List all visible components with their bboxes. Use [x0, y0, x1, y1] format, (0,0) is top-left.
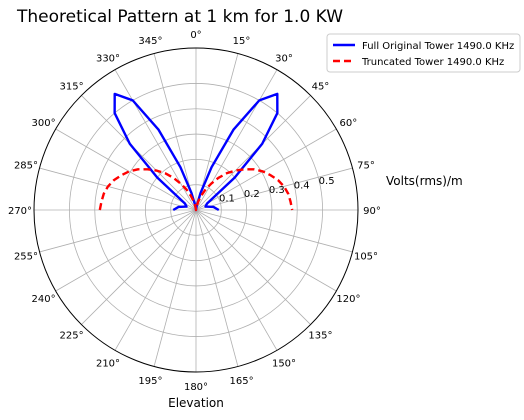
legend: Full Original Tower 1490.0 KHz Truncated…	[326, 33, 521, 73]
theta-tick-label: 315°	[60, 82, 84, 93]
r-tick-label: 0.3	[269, 185, 285, 196]
r-tick-labels: 0.1 0.2 0.3 0.4 0.5	[219, 176, 335, 205]
series-line-truncated-tower	[98, 168, 294, 212]
theta-grid-line	[81, 95, 197, 211]
theta-grid-line	[153, 53, 197, 211]
series-lines	[98, 92, 294, 212]
theta-tick-label: 255°	[14, 252, 38, 263]
theta-tick-label: 60°	[340, 118, 358, 129]
theta-grid-line	[195, 209, 337, 292]
r-tick-label: 0.1	[219, 194, 235, 205]
theta-grid-line	[195, 209, 239, 367]
theta-tick-label: 345°	[138, 36, 162, 47]
y-axis-label: Volts(rms)/m	[386, 174, 463, 188]
theta-tick-label: 15°	[233, 36, 251, 47]
polar-grid	[34, 48, 358, 372]
theta-tick-label: 225°	[60, 330, 84, 341]
theta-grid-line	[195, 209, 278, 351]
polar-frame	[33, 47, 359, 373]
r-grid-circle	[170, 184, 222, 236]
legend-frame	[326, 33, 521, 73]
theta-tick-label: 105°	[354, 252, 378, 263]
theta-grid-line	[195, 209, 353, 253]
theta-tick-labels: 0° 15° 30° 45° 60° 75° 90° 105° 120° 135° 150° 165°…	[8, 30, 381, 393]
r-grid-circle	[119, 133, 273, 287]
theta-grid-line	[195, 167, 353, 211]
theta-tick-label: 195°	[138, 376, 162, 387]
theta-tick-label: 270°	[8, 206, 32, 217]
theta-tick-label: 0°	[190, 30, 201, 41]
r-grid-circle	[69, 83, 323, 337]
theta-tick-label: 90°	[363, 206, 381, 217]
r-grid-circle	[94, 108, 298, 312]
theta-grid-line	[39, 167, 197, 211]
theta-tick-label: 135°	[308, 330, 332, 341]
r-tick-label: 0.5	[319, 176, 335, 187]
theta-tick-label: 120°	[336, 294, 360, 305]
theta-tick-label: 165°	[230, 376, 254, 387]
theta-grid-line	[55, 209, 197, 292]
legend-label-full-tower: Full Original Tower 1490.0 KHz	[362, 41, 514, 52]
theta-grid-line	[195, 95, 311, 211]
theta-tick-label: 240°	[32, 294, 56, 305]
theta-grid-line	[195, 209, 311, 325]
r-tick-label: 0.2	[244, 189, 260, 200]
theta-tick-label: 300°	[32, 118, 56, 129]
theta-tick-label: 180°	[184, 382, 208, 393]
theta-tick-label: 330°	[96, 54, 120, 65]
theta-tick-label: 75°	[357, 160, 375, 171]
theta-tick-label: 210°	[96, 358, 120, 369]
theta-grid-line	[114, 209, 197, 351]
r-grid-circle	[144, 158, 248, 262]
x-axis-label: Elevation	[168, 396, 224, 410]
theta-grid-line	[81, 209, 197, 325]
theta-grid-line	[39, 209, 197, 253]
theta-tick-label: 30°	[275, 54, 293, 65]
legend-label-truncated-tower: Truncated Tower 1490.0 KHz	[361, 57, 504, 68]
theta-grid-line	[195, 128, 337, 211]
theta-tick-label: 285°	[14, 160, 38, 171]
r-tick-label: 0.4	[294, 180, 310, 191]
theta-tick-label: 150°	[272, 358, 296, 369]
theta-grid-line	[153, 209, 197, 367]
theta-tick-label: 45°	[312, 82, 330, 93]
chart-title: Theoretical Pattern at 1 km for 1.0 KW	[16, 7, 343, 27]
theta-grid-line	[195, 53, 239, 211]
theta-grid-line	[55, 128, 197, 211]
